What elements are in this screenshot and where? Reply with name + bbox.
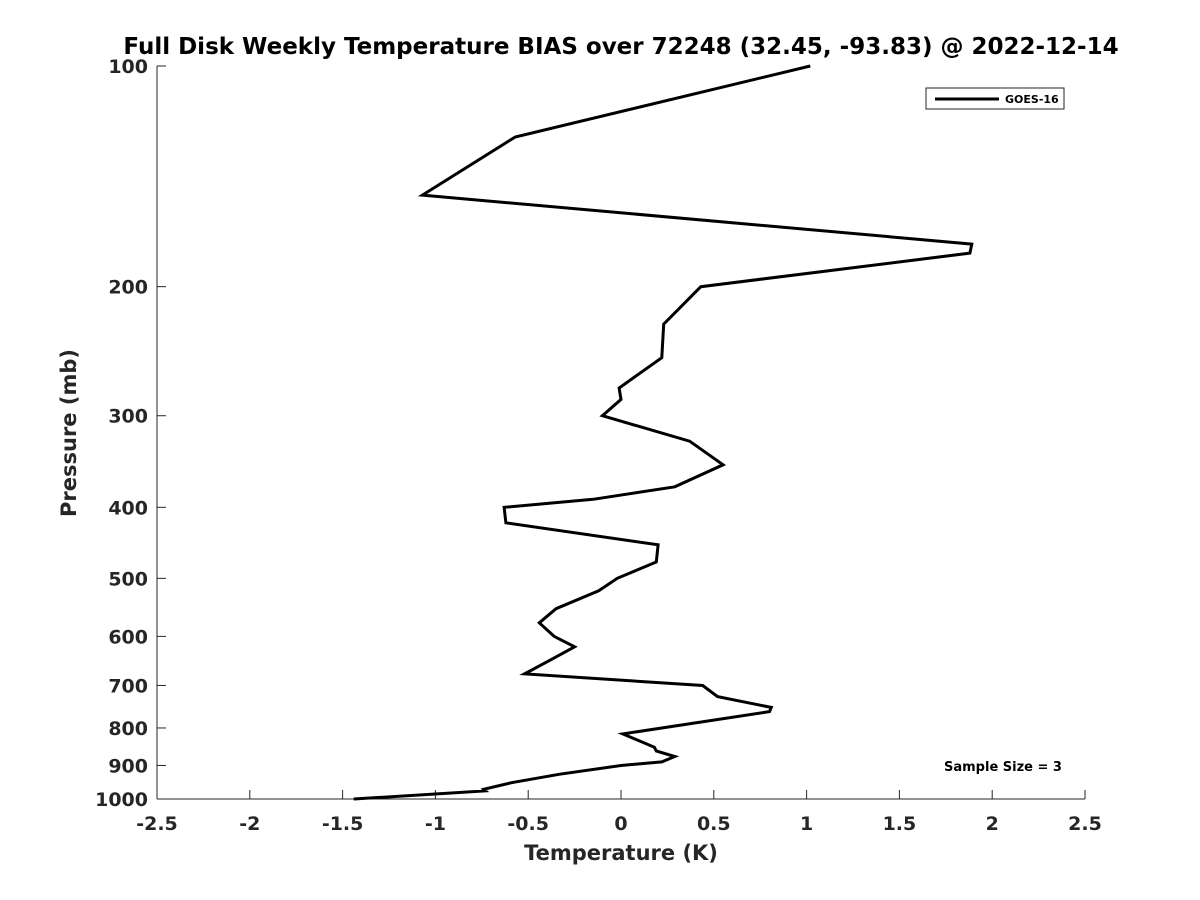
x-tick-label: 2.5 [1068, 813, 1102, 835]
y-tick-label: 300 [108, 406, 148, 428]
x-axis-label: Temperature (K) [524, 841, 718, 865]
series-line-goes-16 [353, 64, 974, 801]
y-tick-label: 900 [108, 755, 148, 777]
x-tick-label: -1.5 [322, 813, 364, 835]
sample-size-annotation: Sample Size = 3 [944, 760, 1062, 775]
y-tick-label: 400 [108, 497, 148, 519]
series-layer [353, 64, 974, 801]
plot-area [156, 66, 1085, 800]
y-tick-label: 200 [108, 277, 148, 299]
y-tick-label: 100 [108, 56, 148, 78]
x-tick-label: -1 [425, 813, 446, 835]
x-tick-label: -2.5 [136, 813, 178, 835]
y-axis-ticks: 100 200 300 400 500 600 700 800 900 1000 [95, 56, 166, 811]
x-tick-label: 0 [614, 813, 627, 835]
legend: GOES-16 [925, 87, 1065, 110]
legend-entry-goes-16: GOES-16 [1005, 93, 1059, 106]
x-tick-label: 0.5 [697, 813, 731, 835]
y-tick-label: 700 [108, 675, 148, 697]
chart-title: Full Disk Weekly Temperature BIAS over 7… [123, 34, 1118, 60]
x-tick-label: -0.5 [507, 813, 549, 835]
y-tick-label: 1000 [95, 789, 148, 811]
y-tick-label: 600 [108, 626, 148, 648]
x-axis-ticks: -2.5 -2 -1.5 -1 -0.5 0 0.5 1 1.5 2 2.5 [136, 790, 1102, 835]
y-axis-label: Pressure (mb) [57, 349, 81, 517]
x-tick-label: 2 [986, 813, 999, 835]
x-tick-label: 1 [800, 813, 813, 835]
y-tick-label: 500 [108, 568, 148, 590]
x-tick-label: 1.5 [883, 813, 917, 835]
y-tick-label: 800 [108, 718, 148, 740]
x-tick-label: -2 [239, 813, 260, 835]
